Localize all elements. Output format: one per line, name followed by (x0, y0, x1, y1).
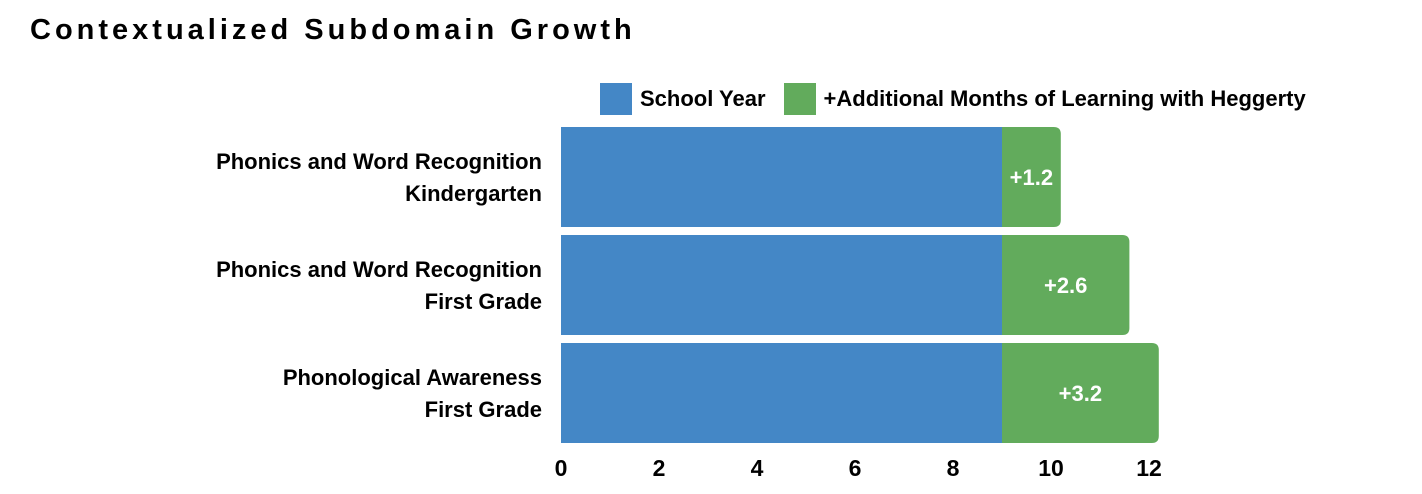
bar-additional-months-3 (1002, 343, 1159, 443)
bar-school-year-1 (561, 127, 1002, 227)
x-tick-label-10: 10 (1038, 455, 1064, 481)
legend-item-additional-months: +Additional Months of Learning with Hegg… (783, 83, 1306, 115)
legend-label-additional-months: +Additional Months of Learning with Hegg… (823, 86, 1306, 111)
bar-additional-months-1 (1002, 127, 1061, 227)
bar-additional-months-2 (1002, 235, 1130, 335)
x-tick-label-4: 4 (751, 455, 764, 481)
data-label-3: +3.2 (1059, 381, 1102, 406)
category-label-1-line-2: Kindergarten (405, 181, 542, 206)
x-tick-label-12: 12 (1136, 455, 1162, 481)
category-label-2-line-1: Phonics and Word Recognition (216, 257, 542, 282)
chart-legend: School Year +Additional Months of Learni… (600, 82, 1306, 116)
x-tick-label-2: 2 (653, 455, 666, 481)
legend-swatch-additional-months (783, 83, 816, 115)
category-label-3-line-1: Phonological Awareness (283, 365, 542, 390)
bar-school-year-3 (561, 343, 1002, 443)
legend-swatch-school-year (600, 83, 632, 115)
data-label-1: +1.2 (1010, 165, 1053, 190)
category-label-2-line-2: First Grade (425, 289, 542, 314)
chart-title: Contextualized Subdomain Growth (30, 14, 636, 46)
data-label-2: +2.6 (1044, 273, 1087, 298)
x-tick-label-8: 8 (947, 455, 960, 481)
bar-school-year-2 (561, 235, 1002, 335)
x-tick-label-0: 0 (555, 455, 568, 481)
legend-item-school-year: School Year (600, 83, 766, 115)
legend-label-school-year: School Year (640, 86, 766, 111)
category-label-1-line-1: Phonics and Word Recognition (216, 149, 542, 174)
category-label-3-line-2: First Grade (425, 397, 542, 422)
x-tick-label-6: 6 (849, 455, 862, 481)
